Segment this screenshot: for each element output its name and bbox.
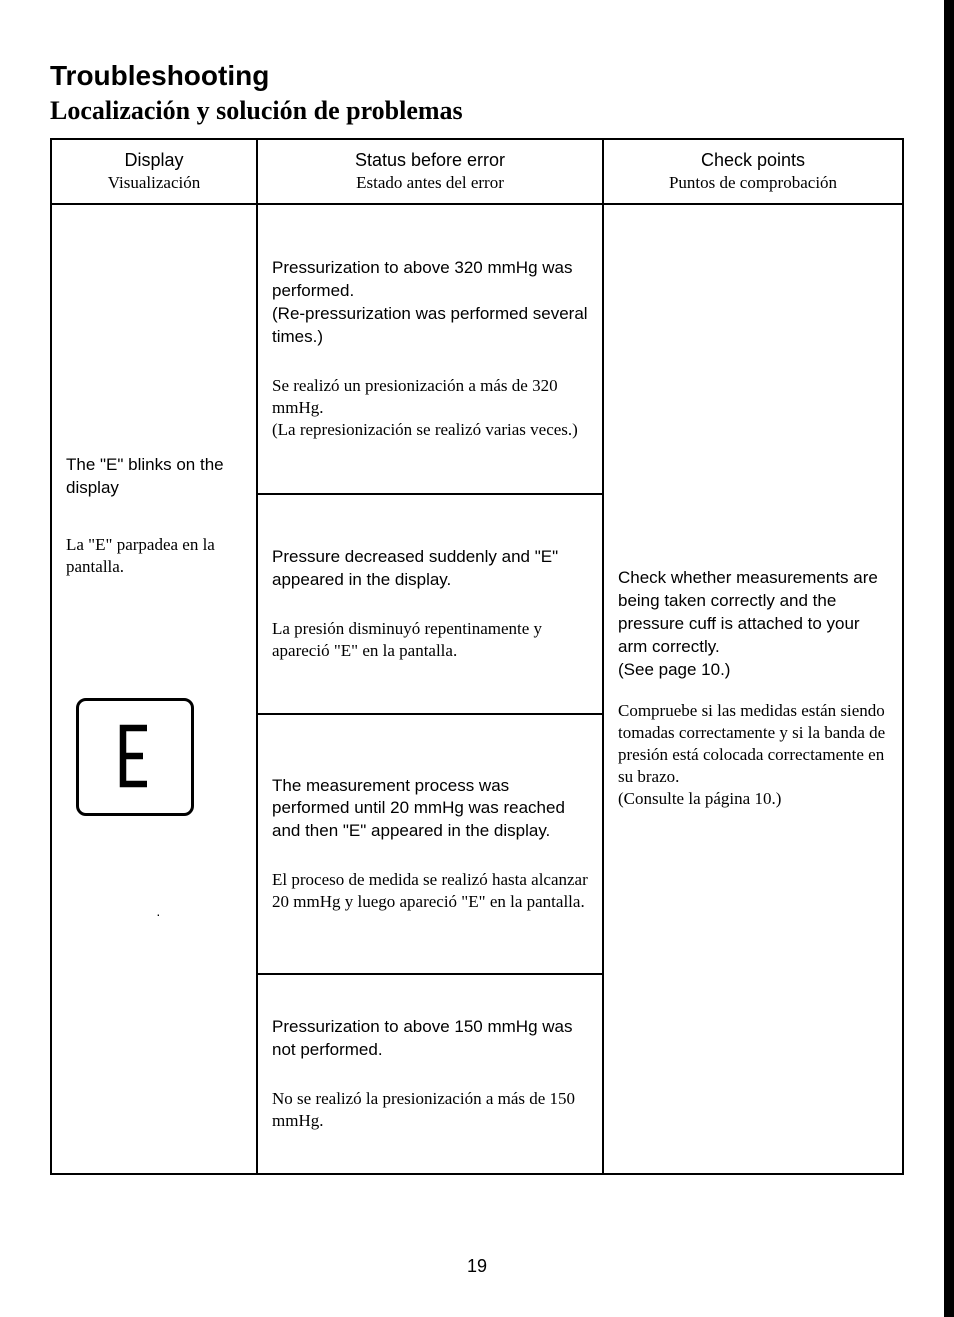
page-title-en: Troubleshooting xyxy=(50,60,904,92)
status-4-es: No se realizó la presionización a más de… xyxy=(272,1088,588,1132)
table-row: The "E" blinks on the display La "E" par… xyxy=(51,204,903,494)
status-4-en: Pressurization to above 150 mmHg was not… xyxy=(272,1016,588,1062)
header-display: Display Visualización xyxy=(51,139,257,204)
status-3-es: El proceso de medida se realizó hasta al… xyxy=(272,869,588,913)
scan-edge-shadow xyxy=(944,0,954,1317)
status-cell-4: Pressurization to above 150 mmHg was not… xyxy=(257,974,603,1174)
status-cell-2: Pressure decreased suddenly and "E" appe… xyxy=(257,494,603,714)
status-2-en: Pressure decreased suddenly and "E" appe… xyxy=(272,546,588,592)
lcd-illustration xyxy=(76,698,242,816)
header-status-es: Estado antes del error xyxy=(272,173,588,193)
lcd-letter-e-icon xyxy=(113,722,157,792)
table-header-row: Display Visualización Status before erro… xyxy=(51,139,903,204)
troubleshooting-table: Display Visualización Status before erro… xyxy=(50,138,904,1175)
stray-dot: · xyxy=(156,906,161,922)
header-display-es: Visualización xyxy=(66,173,242,193)
status-cell-1: Pressurization to above 320 mmHg was per… xyxy=(257,204,603,494)
lcd-box xyxy=(76,698,194,816)
status-cell-3: The measurement process was performed un… xyxy=(257,714,603,974)
header-check-es: Puntos de comprobación xyxy=(618,173,888,193)
display-text-en: The "E" blinks on the display xyxy=(66,454,242,500)
header-display-en: Display xyxy=(66,150,242,171)
check-en: Check whether measurements are being tak… xyxy=(618,567,888,682)
status-3-en: The measurement process was performed un… xyxy=(272,775,588,844)
display-cell: The "E" blinks on the display La "E" par… xyxy=(51,204,257,1174)
page-number: 19 xyxy=(0,1256,954,1277)
status-1-en: Pressurization to above 320 mmHg was per… xyxy=(272,257,588,349)
header-check-en: Check points xyxy=(618,150,888,171)
check-cell: Check whether measurements are being tak… xyxy=(603,204,903,1174)
header-status: Status before error Estado antes del err… xyxy=(257,139,603,204)
header-check: Check points Puntos de comprobación xyxy=(603,139,903,204)
check-es: Compruebe si las medidas están siendo to… xyxy=(618,700,888,810)
page: Troubleshooting Localización y solución … xyxy=(0,0,954,1317)
display-text-es: La "E" parpadea en la pantalla. xyxy=(66,534,242,578)
status-2-es: La presión disminuyó repentinamente y ap… xyxy=(272,618,588,662)
header-status-en: Status before error xyxy=(272,150,588,171)
status-1-es: Se realizó un presionización a más de 32… xyxy=(272,375,588,441)
page-title-es: Localización y solución de problemas xyxy=(50,96,904,126)
